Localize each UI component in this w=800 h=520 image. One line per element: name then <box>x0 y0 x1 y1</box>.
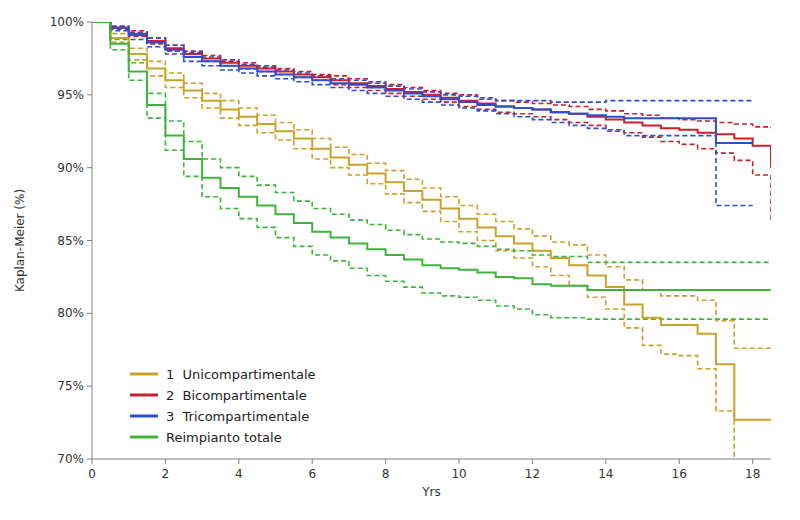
y-tick-label: 95% <box>57 88 84 102</box>
legend-swatch <box>130 436 158 439</box>
confidence-bound <box>92 22 771 319</box>
y-axis-label: Kaplan-Meier (%) <box>13 189 27 292</box>
y-tick-label: 80% <box>57 306 84 320</box>
y-tick-label: 85% <box>57 234 84 248</box>
x-tick-label: 18 <box>745 467 760 481</box>
legend-label: 3 Tricompartimentale <box>166 409 309 424</box>
x-tick <box>92 459 93 464</box>
y-tick-label: 90% <box>57 161 84 175</box>
x-axis <box>92 459 771 460</box>
confidence-bound <box>92 22 771 262</box>
x-tick <box>238 459 239 464</box>
survival-line <box>92 22 771 420</box>
y-tick-label: 100% <box>50 15 84 29</box>
y-tick-label: 75% <box>57 379 84 393</box>
x-tick-label: 4 <box>235 467 243 481</box>
x-tick-label: 2 <box>162 467 170 481</box>
x-tick <box>679 459 680 464</box>
y-tick-label: 70% <box>57 452 84 466</box>
y-tick <box>87 386 92 387</box>
x-tick-label: 16 <box>672 467 687 481</box>
x-axis-label: Yrs <box>421 485 441 499</box>
y-tick <box>87 240 92 241</box>
x-tick-label: 8 <box>382 467 390 481</box>
x-tick <box>605 459 606 464</box>
x-tick <box>532 459 533 464</box>
x-tick <box>385 459 386 464</box>
x-tick-label: 14 <box>598 467 613 481</box>
confidence-bound <box>92 22 753 206</box>
y-tick <box>87 22 92 23</box>
y-tick <box>87 94 92 95</box>
chart: 70% 75% 80% 85% 90% 95% 100% 0 2 4 6 8 10 12 14 16 18 Yrs… <box>0 0 800 520</box>
y-tick <box>87 313 92 314</box>
confidence-bound <box>92 22 771 348</box>
x-tick <box>459 459 460 464</box>
x-tick-label: 0 <box>88 467 96 481</box>
x-tick <box>165 459 166 464</box>
x-tick-label: 12 <box>525 467 540 481</box>
legend-label: Reimpianto totale <box>166 430 282 445</box>
legend: 1 Unicompartimentale 2 Bicompartimentale 3… <box>130 367 316 445</box>
x-tick <box>752 459 753 464</box>
survival-line <box>92 22 771 290</box>
x-tick <box>312 459 313 464</box>
confidence-bound <box>92 22 771 222</box>
legend-swatch <box>130 415 158 418</box>
x-tick-label: 10 <box>451 467 466 481</box>
survival-line <box>92 22 771 168</box>
x-tick-label: 6 <box>308 467 316 481</box>
confidence-bound <box>92 22 771 128</box>
legend-swatch <box>130 394 158 397</box>
y-tick <box>87 167 92 168</box>
y-tick <box>87 459 92 460</box>
plot-data <box>92 22 771 459</box>
legend-label: 1 Unicompartimentale <box>166 367 316 382</box>
legend-label: 2 Bicompartimentale <box>166 388 307 403</box>
survival-line <box>92 22 753 143</box>
legend-swatch <box>130 373 158 376</box>
